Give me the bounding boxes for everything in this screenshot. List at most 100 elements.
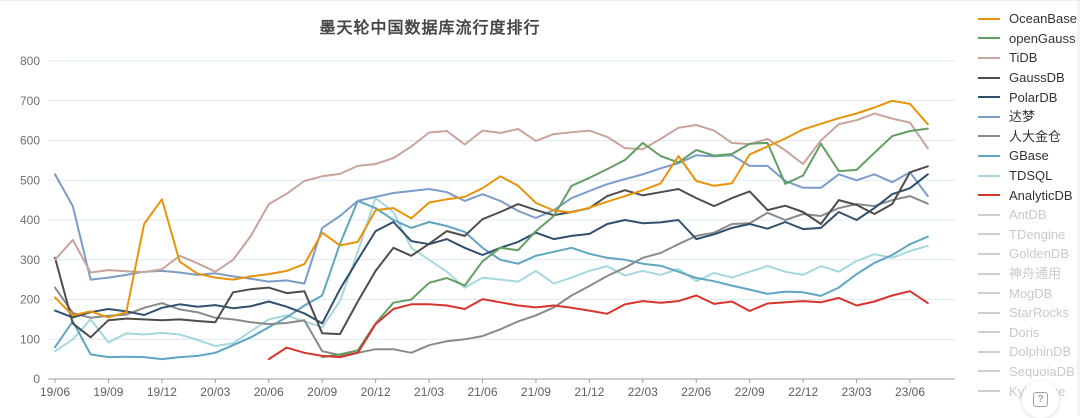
legend-swatch (978, 292, 1000, 295)
x-axis-tick-label: 23/06 (895, 385, 925, 399)
y-gridlines (48, 60, 955, 380)
legend-label: DolphinDB (1009, 344, 1072, 360)
legend-label: AnalyticDB (1009, 187, 1073, 203)
x-axis-tick-label: 20/03 (200, 385, 230, 399)
x-axis-tick-label: 20/09 (307, 385, 337, 399)
legend-item-GoldenDB[interactable]: GoldenDB (978, 244, 1080, 264)
legend-swatch (978, 331, 1000, 334)
series-line-OceanBase (54, 99, 929, 319)
question-mark-icon: ? (1033, 392, 1048, 407)
legend-label: PolarDB (1009, 89, 1058, 105)
legend-swatch (978, 174, 1000, 177)
series-line-TiDB (54, 112, 929, 274)
x-axis-tick-label: 21/09 (521, 385, 551, 399)
legend-label: TDengine (1009, 226, 1066, 242)
x-axis-tick-label: 22/09 (735, 385, 765, 399)
legend-swatch (978, 135, 1000, 138)
legend-item-AnalyticDB[interactable]: AnalyticDB (978, 185, 1080, 205)
x-axis-tick-label: 20/12 (361, 385, 391, 399)
legend-label: OceanBase (1009, 11, 1077, 27)
legend-item-达梦[interactable]: 达梦 (978, 107, 1080, 127)
legend-item-Doris[interactable]: Doris (978, 323, 1080, 343)
y-axis-tick-label: 300 (20, 253, 40, 267)
legend-item-神舟通用[interactable]: 神舟通用 (978, 264, 1080, 284)
legend-swatch (978, 213, 1000, 216)
legend-label: StarRocks (1009, 305, 1069, 321)
legend-swatch (978, 56, 1000, 59)
y-axis-tick-label: 800 (20, 54, 40, 68)
x-axis-tick-label: 21/03 (414, 385, 444, 399)
legend-swatch (978, 37, 1000, 40)
legend-label: 达梦 (1009, 109, 1036, 125)
x-axis-ticks (54, 379, 911, 383)
legend-item-AntDB[interactable]: AntDB (978, 205, 1080, 225)
legend-swatch (978, 17, 1000, 20)
right-edge-divider (1077, 1, 1080, 415)
legend-item-StarRocks[interactable]: StarRocks (978, 303, 1080, 323)
legend-label: GoldenDB (1009, 246, 1069, 262)
y-axis-labels: 0 100 200 300 400 500 600 700 800 (20, 54, 40, 386)
legend-label: SequoiaDB (1009, 363, 1075, 379)
series-line-GaussDB (54, 165, 929, 339)
x-axis-tick-label: 21/06 (467, 385, 497, 399)
legend-item-TiDB[interactable]: TiDB (978, 48, 1080, 68)
legend-item-SequoiaDB[interactable]: SequoiaDB (978, 362, 1080, 382)
x-axis-tick-label: 22/12 (788, 385, 818, 399)
legend-label: openGauss (1009, 30, 1076, 46)
legend-item-MogDB[interactable]: MogDB (978, 283, 1080, 303)
x-axis-tick-label: 20/06 (254, 385, 284, 399)
legend-label: AntDB (1009, 207, 1047, 223)
legend-item-PolarDB[interactable]: PolarDB (978, 87, 1080, 107)
legend-swatch (978, 311, 1000, 314)
x-axis-tick-label: 22/03 (628, 385, 658, 399)
help-button[interactable]: ? (1022, 381, 1059, 418)
legend-item-GBase[interactable]: GBase (978, 146, 1080, 166)
x-axis-tick-label: 21/12 (574, 385, 604, 399)
x-axis-tick-label: 23/03 (842, 385, 872, 399)
legend-swatch (978, 194, 1000, 197)
legend-label: 神舟通用 (1009, 266, 1062, 282)
series-line-AnalyticDB (267, 290, 929, 361)
legend-label: GBase (1009, 148, 1049, 164)
series-line-达梦 (54, 154, 929, 285)
legend-item-TDSQL[interactable]: TDSQL (978, 166, 1080, 186)
y-axis-tick-label: 600 (20, 134, 40, 148)
legend-label: MogDB (1009, 285, 1053, 301)
legend-swatch (978, 115, 1000, 118)
series-line-TDSQL (54, 197, 929, 353)
popularity-line-chart: 0 100 200 300 400 500 600 700 800 19/06 19/09 19/12… (20, 54, 955, 399)
series-line-人大金仓 (54, 195, 929, 357)
legend-label: TDSQL (1009, 168, 1053, 184)
series-line-openGauss (321, 127, 929, 359)
x-axis-labels: 19/06 19/09 19/12 20/03 20/06 20/09 20/12 21/03… (40, 385, 925, 399)
series-line-PolarDB (54, 173, 929, 325)
legend-swatch (978, 154, 1000, 157)
chart-title: 墨天轮中国数据库流行度排行 (319, 20, 541, 37)
legend-swatch (978, 252, 1000, 255)
legend-item-TDengine[interactable]: TDengine (978, 225, 1080, 245)
y-axis-tick-label: 0 (33, 372, 40, 386)
series-line-GBase (54, 199, 929, 361)
legend-swatch (978, 350, 1000, 353)
legend-label: GaussDB (1009, 70, 1065, 86)
legend-item-openGauss[interactable]: openGauss (978, 29, 1080, 49)
legend-item-人大金仓[interactable]: 人大金仓 (978, 127, 1080, 147)
legend-swatch (978, 96, 1000, 99)
legend-swatch (978, 370, 1000, 373)
x-axis-tick-label: 22/06 (681, 385, 711, 399)
legend-item-GaussDB[interactable]: GaussDB (978, 68, 1080, 88)
y-axis-tick-label: 100 (20, 332, 40, 346)
x-axis-tick-label: 19/06 (40, 385, 70, 399)
legend-label: 人大金仓 (1009, 128, 1062, 144)
y-axis-tick-label: 200 (20, 293, 40, 307)
legend-swatch (978, 272, 1000, 275)
legend-label: TiDB (1009, 50, 1038, 66)
y-axis-tick-label: 400 (20, 213, 40, 227)
legend-label: Doris (1009, 324, 1040, 340)
x-axis-tick-label: 19/12 (147, 385, 177, 399)
legend-swatch (978, 390, 1000, 393)
legend-swatch (978, 233, 1000, 236)
legend-item-OceanBase[interactable]: OceanBase (978, 9, 1080, 29)
legend-item-DolphinDB[interactable]: DolphinDB (978, 342, 1080, 362)
